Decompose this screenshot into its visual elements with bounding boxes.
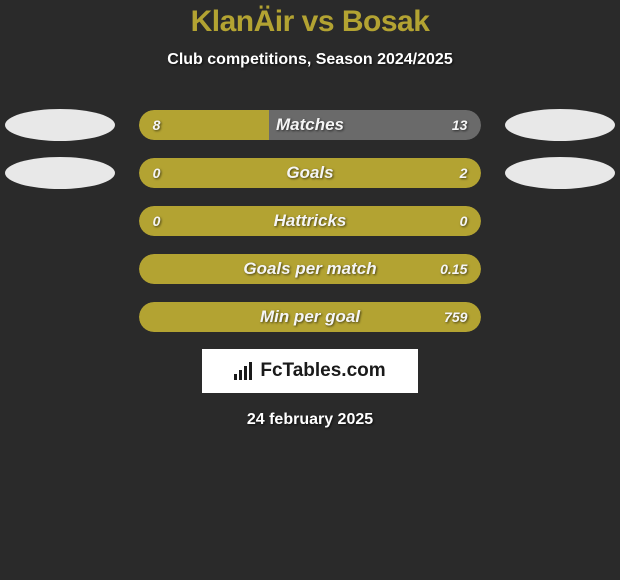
stat-row: 0Hattricks0 — [0, 205, 620, 237]
stat-bar: 8Matches13 — [139, 110, 482, 140]
stat-row: 8Matches13 — [0, 109, 620, 141]
stats-container: KlanÄir vs Bosak Club competitions, Seas… — [0, 0, 620, 429]
logo-text: FcTables.com — [260, 360, 385, 382]
spacer — [505, 301, 615, 333]
team-right-oval — [505, 109, 615, 141]
stat-row: Goals per match0.15 — [0, 253, 620, 285]
date-label: 24 february 2025 — [0, 411, 620, 429]
spacer — [5, 301, 115, 333]
stat-value-right: 0.15 — [440, 261, 467, 277]
team-left-oval — [5, 157, 115, 189]
stat-label: Goals per match — [139, 259, 482, 279]
stat-value-right: 759 — [444, 309, 467, 325]
bars-icon — [234, 362, 254, 380]
team-right-oval — [505, 157, 615, 189]
logo-box[interactable]: FcTables.com — [202, 349, 418, 393]
page-title: KlanÄir vs Bosak — [0, 5, 620, 39]
subtitle: Club competitions, Season 2024/2025 — [0, 51, 620, 69]
stat-row: Min per goal759 — [0, 301, 620, 333]
stat-value-right: 2 — [460, 165, 468, 181]
stat-label: Hattricks — [139, 211, 482, 231]
stat-bar: 0Goals2 — [139, 158, 482, 188]
stat-value-right: 0 — [460, 213, 468, 229]
stat-bar: Goals per match0.15 — [139, 254, 482, 284]
spacer — [505, 205, 615, 237]
stat-bar: 0Hattricks0 — [139, 206, 482, 236]
stat-bar: Min per goal759 — [139, 302, 482, 332]
stat-value-right: 13 — [452, 117, 468, 133]
bars-area: 8Matches130Goals20Hattricks0Goals per ma… — [0, 109, 620, 333]
spacer — [5, 253, 115, 285]
spacer — [5, 205, 115, 237]
spacer — [505, 253, 615, 285]
stat-row: 0Goals2 — [0, 157, 620, 189]
stat-label: Min per goal — [139, 307, 482, 327]
stat-label: Goals — [139, 163, 482, 183]
team-left-oval — [5, 109, 115, 141]
stat-label: Matches — [139, 115, 482, 135]
